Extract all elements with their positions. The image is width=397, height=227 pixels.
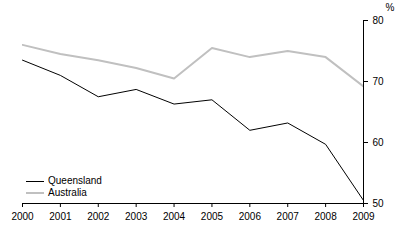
svg-text:50: 50 [373,198,385,209]
svg-text:2009: 2009 [352,211,375,222]
svg-text:2005: 2005 [201,211,224,222]
svg-text:70: 70 [373,76,385,87]
svg-text:2007: 2007 [277,211,300,222]
svg-text:80: 80 [373,15,385,26]
svg-text:2001: 2001 [49,211,72,222]
svg-text:2003: 2003 [125,211,148,222]
svg-text:60: 60 [373,137,385,148]
svg-text:%: % [386,2,395,13]
svg-text:2004: 2004 [163,211,186,222]
svg-text:2002: 2002 [87,211,110,222]
svg-text:2008: 2008 [314,211,337,222]
svg-text:2000: 2000 [11,211,34,222]
html-text:Queensland: Queensland [48,175,102,186]
html-text:Australia: Australia [48,187,87,198]
svg-text:2006: 2006 [239,211,262,222]
